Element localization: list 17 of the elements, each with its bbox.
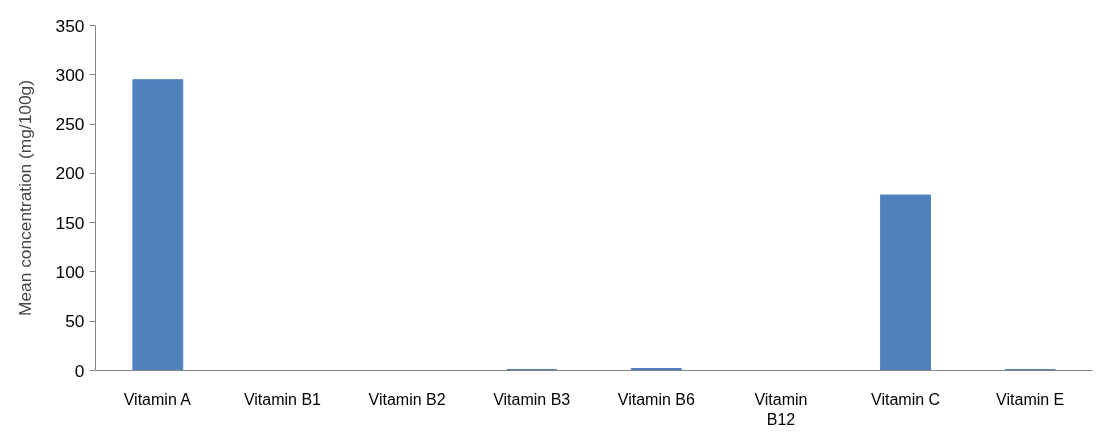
- x-tick-label: Vitamin B3: [493, 390, 571, 408]
- y-tick-label: 250: [55, 114, 85, 135]
- x-tick-label: Vitamin B2: [368, 390, 446, 408]
- y-tick-label: 50: [65, 311, 85, 332]
- y-tick-label: 300: [55, 64, 85, 85]
- x-tick-label: Vitamin B12: [754, 390, 808, 428]
- y-tick-label: 100: [55, 261, 85, 282]
- y-tick-label: 200: [55, 163, 85, 184]
- y-tick-label: 150: [55, 212, 85, 233]
- x-tick-label: Vitamin A: [123, 390, 192, 408]
- x-tick-label: Vitamin B6: [617, 390, 695, 408]
- y-axis-title: Mean concentration (mg/100g): [14, 79, 35, 316]
- y-tick-label: 350: [55, 15, 85, 36]
- x-tick-label: Vitamin E: [996, 390, 1065, 408]
- x-tick-label: Vitamin C: [871, 390, 941, 408]
- y-tick-label: 0: [74, 360, 85, 381]
- x-tick-label: Vitamin B1: [243, 390, 322, 408]
